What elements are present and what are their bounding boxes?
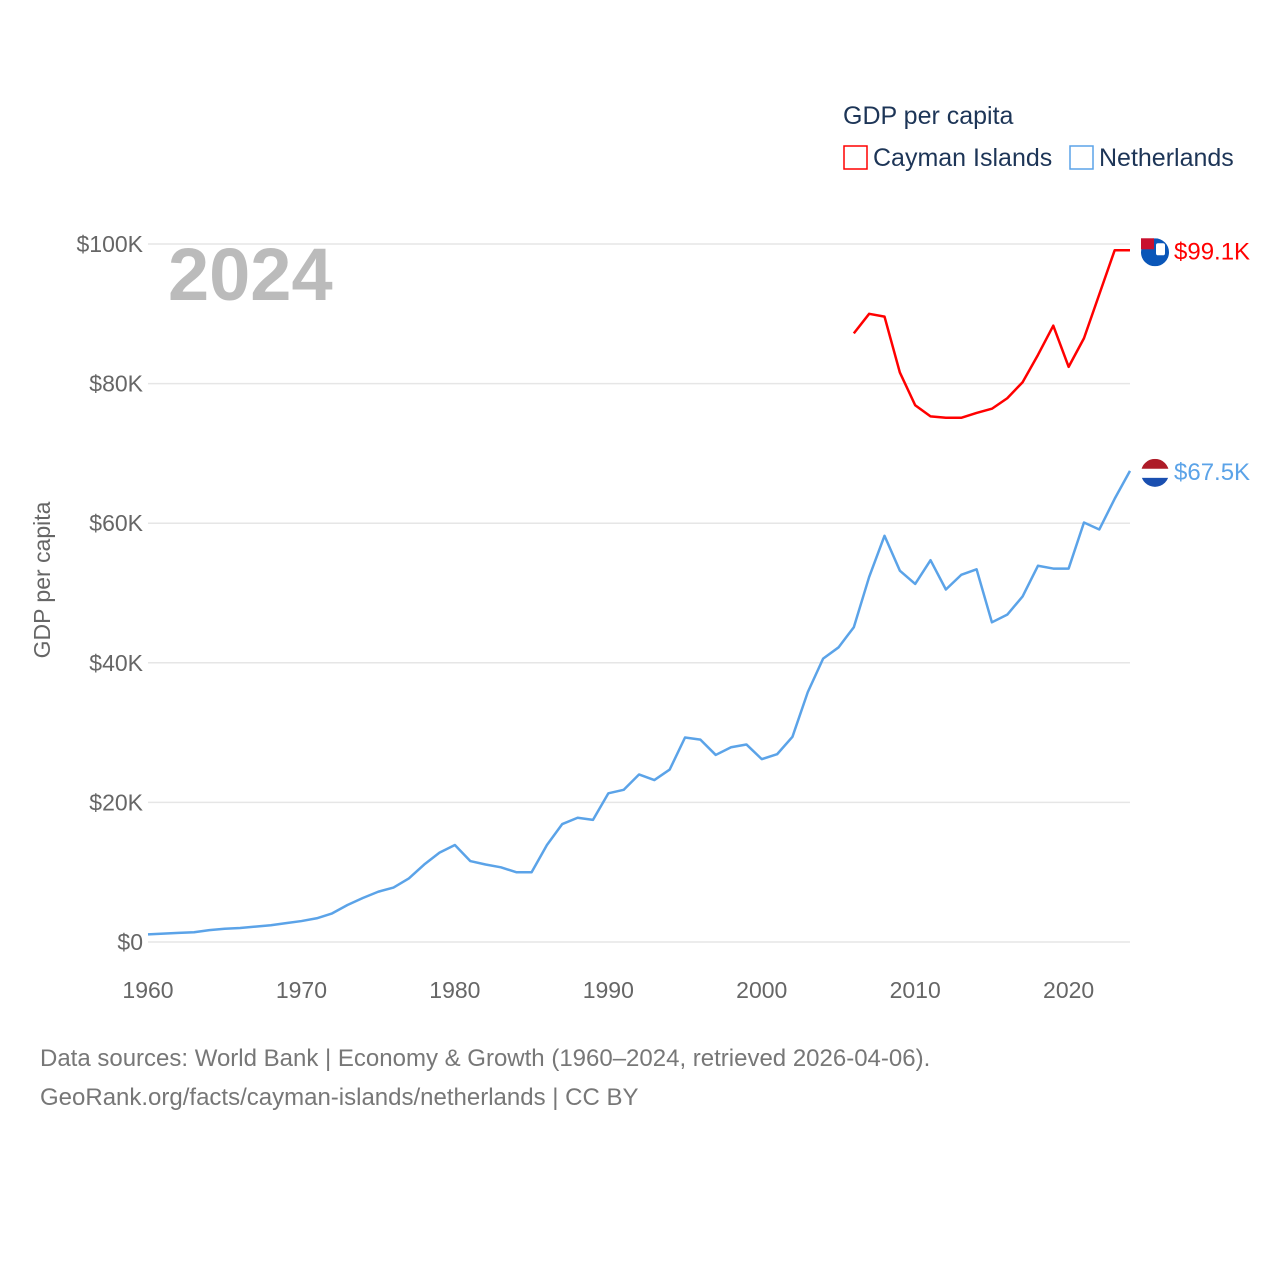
y-tick-label: $100K [76,231,143,257]
series-line-netherlands [147,470,1132,936]
flag-union-jack [1141,238,1154,250]
series-end-labels: $99.1K $67.5K [1141,238,1250,487]
y-tick-label: $20K [89,789,143,815]
x-tick-label: 1970 [276,977,327,1003]
legend-title: GDP per capita [843,102,1014,130]
flag-stripe [1141,477,1169,487]
x-tick-label: 1960 [122,977,173,1003]
legend-swatch [843,145,868,170]
series-lines [147,249,1132,936]
y-axis-label: GDP per capita [29,501,55,658]
legend-item-label: Cayman Islands [873,144,1052,172]
y-tick-label: $40K [89,650,143,676]
legend-item-label: Netherlands [1099,144,1234,172]
current-year-label: 2024 [168,233,333,316]
flag-stripe [1141,458,1169,469]
x-tick-label: 2000 [736,977,787,1003]
x-tick-label: 2020 [1043,977,1094,1003]
footer-sources: Data sources: World Bank | Economy & Gro… [40,1045,931,1072]
gridlines [148,243,1130,943]
y-tick-label: $60K [89,510,143,536]
x-tick-label: 1990 [583,977,634,1003]
footer-attribution[interactable]: GeoRank.org/facts/cayman-islands/netherl… [40,1084,639,1111]
series-line-cayman-islands [852,249,1130,420]
x-axis-ticks: 1960 1970 1980 1990 2000 2010 2020 [122,977,1094,1003]
cayman-islands-flag-icon [1141,238,1169,267]
x-tick-label: 2010 [890,977,941,1003]
legend: Cayman Islands Netherlands [843,144,1234,172]
netherlands-flag-icon [1141,458,1169,487]
y-axis-ticks: $0 $20K $40K $60K $80K $100K [76,231,143,955]
x-tick-label: 1980 [429,977,480,1003]
y-tick-label: $0 [117,929,143,955]
legend-swatch [1069,145,1094,170]
end-value-label: $67.5K [1174,459,1250,486]
end-value-label: $99.1K [1174,238,1250,265]
flag-crest [1156,243,1165,256]
y-tick-label: $80K [89,371,143,397]
flag-stripe [1141,468,1169,478]
